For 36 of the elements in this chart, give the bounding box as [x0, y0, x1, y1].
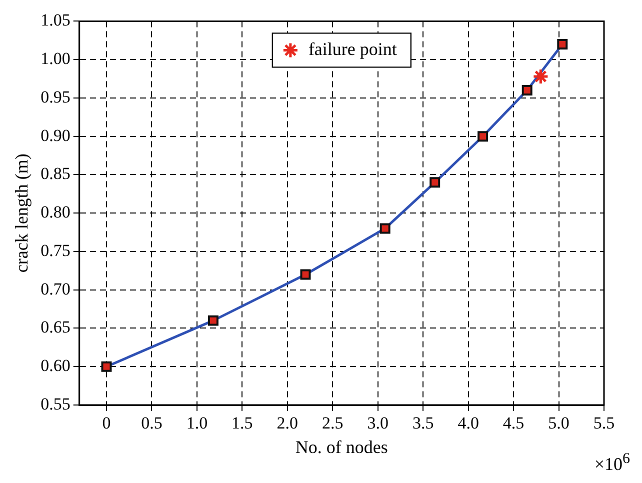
point: [478, 131, 488, 142]
x-tick-label: 2.0: [276, 414, 298, 433]
y-tick-label: 0.60: [40, 356, 70, 376]
y-tick-label: 0.80: [40, 202, 70, 222]
text: ×10$^{6}$: [594, 451, 630, 475]
x-tick-label: 2.5: [322, 414, 344, 433]
x-tick-label: 1.0: [186, 414, 208, 433]
y-tick-label: 0.55: [40, 394, 70, 414]
point: [532, 68, 549, 85]
point: [380, 223, 390, 234]
point: [557, 38, 568, 50]
point: [208, 315, 218, 326]
x-tick-label: 1.5: [232, 414, 253, 433]
point: [430, 177, 440, 188]
y-tick-label: 0.70: [40, 279, 70, 298]
x-tick-label: 0.5: [141, 414, 162, 433]
y-tick-label: 0.65: [40, 318, 70, 337]
y-tick-label: 1.05: [40, 10, 70, 30]
x-tick-label: 3.0: [367, 414, 388, 433]
y-tick-label: 0.85: [40, 164, 70, 184]
point: [300, 269, 311, 280]
x-tick-label: 5.0: [548, 414, 570, 433]
point: [101, 361, 112, 372]
x-tick-label: 5.5: [593, 414, 615, 433]
x-tick-label: 4.0: [458, 414, 479, 433]
point: [522, 85, 532, 96]
y-tick-label: 0.95: [40, 87, 70, 106]
y-tick-label: 1.00: [40, 49, 70, 68]
x-tick-label: 0: [102, 414, 111, 433]
legend-label: failure point: [308, 38, 397, 59]
y-axis-title: crack length (m): [12, 154, 32, 273]
x-axis-title: No. of nodes: [295, 436, 388, 457]
y-tick-label: 0.90: [40, 126, 70, 145]
x-tick-label: 4.5: [502, 414, 524, 433]
x-tick-label: 3.5: [412, 414, 434, 433]
y-tick-label: 0.75: [40, 240, 70, 260]
